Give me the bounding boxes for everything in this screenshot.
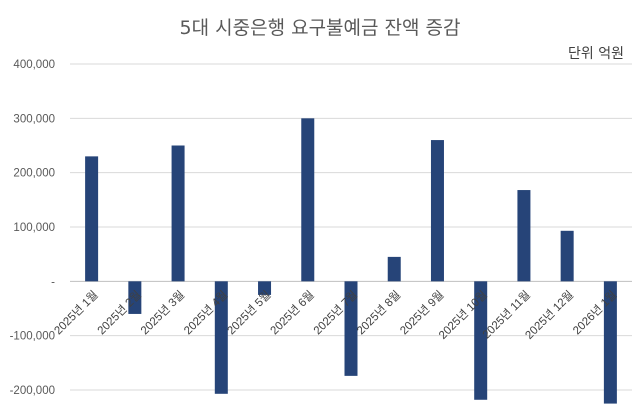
bars [85,118,617,404]
y-tick-label: -200,000 [10,385,55,397]
bar [387,256,401,282]
bar [603,281,617,404]
y-tick-label: -100,000 [10,331,55,343]
y-tick-label: 400,000 [13,59,55,71]
y-tick-label: 100,000 [13,222,55,234]
bar [430,140,444,282]
x-tick-label: 2025년 8월 [354,288,403,337]
bar [301,118,315,282]
bar [560,230,574,282]
bar [128,281,142,314]
chart-title: 5대 시중은행 요구불예금 잔액 증감 [180,17,461,39]
unit-label: 단위 억원 [568,46,624,62]
bar [517,190,531,282]
y-axis-ticks: 400,000 300,000 200,000 100,000 - -100,000 -20… [10,59,56,397]
bar [344,281,358,376]
bar [85,156,99,282]
x-tick-label: 2025년 5월 [225,288,274,337]
x-tick-label: 2025년 1월 [52,288,101,337]
y-tick-label: 300,000 [13,113,55,125]
bar [171,145,185,282]
bar [474,281,488,400]
bar [214,281,228,394]
y-tick-label: 200,000 [13,168,55,180]
x-tick-label: 2025년 6월 [268,288,317,337]
bar [258,281,272,295]
x-tick-label: 2025년 3월 [138,288,187,337]
y-tick-label: - [51,276,55,288]
